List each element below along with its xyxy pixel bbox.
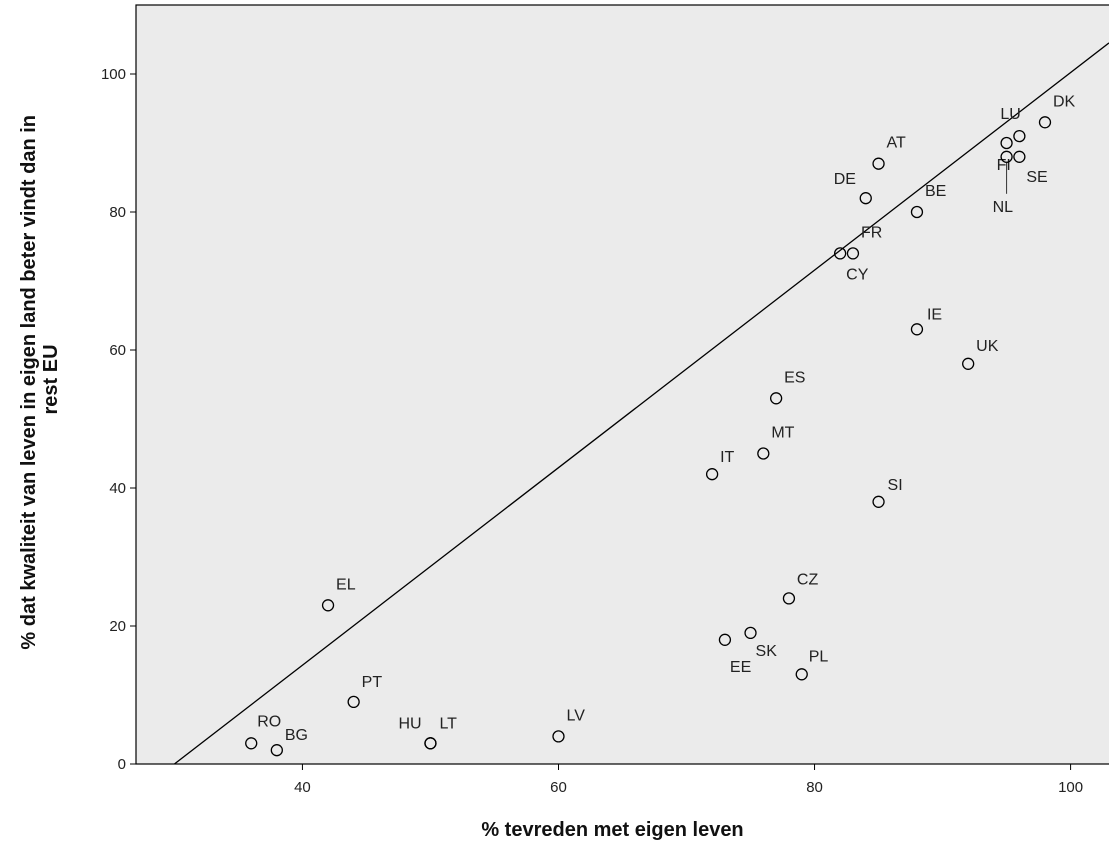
y-tick-label: 80 — [109, 204, 126, 221]
point-marker-pt — [347, 695, 360, 709]
point-label-ro: RO — [257, 713, 281, 730]
point-label-pt: PT — [362, 674, 383, 691]
x-tick-label: 80 — [806, 779, 823, 796]
x-tick-label: 100 — [1058, 779, 1083, 796]
point-marker-ie — [910, 323, 924, 336]
point-marker-dk — [1038, 116, 1052, 129]
plot-area — [136, 5, 1109, 764]
point-marker-mt — [757, 447, 770, 460]
point-marker-de — [859, 192, 872, 205]
point-label-bg: BG — [285, 727, 308, 744]
point-marker-es — [769, 392, 783, 405]
point-marker-ro — [245, 737, 258, 750]
point-marker-it — [705, 468, 719, 481]
point-label-fi: FI — [997, 157, 1011, 174]
point-label-ee: EE — [730, 659, 751, 676]
x-axis: 40 60 80 100 — [294, 764, 1083, 796]
point-marker-si — [872, 495, 885, 508]
point-marker-se — [1013, 150, 1026, 163]
data-points: DK LU FI SE NL AT DE BE FR CY IE UK ES MT IT SI CZ EL SK EE… — [245, 93, 1076, 757]
point-label-lv: LV — [566, 707, 585, 724]
point-label-el: EL — [336, 576, 356, 593]
point-label-lt: LT — [439, 715, 457, 732]
point-marker-ee — [718, 633, 732, 646]
x-axis-title: % tevreden met eigen leven — [481, 819, 743, 841]
y-tick-label: 0 — [118, 756, 126, 773]
point-label-mt: MT — [771, 425, 794, 442]
point-label-it: IT — [720, 449, 734, 466]
point-marker-sk — [744, 626, 757, 640]
point-label-sk: SK — [756, 643, 778, 660]
point-label-pl: PL — [809, 648, 829, 665]
point-marker-be — [910, 205, 924, 219]
y-tick-label: 60 — [109, 342, 126, 359]
x-tick-label: 40 — [294, 779, 311, 796]
point-marker-cz — [782, 592, 796, 605]
plot-frame — [135, 4, 1109, 765]
point-marker-at — [872, 157, 885, 170]
point-marker-lu — [1013, 129, 1026, 143]
point-label-lu: LU — [1000, 106, 1020, 123]
point-marker-fi — [1000, 136, 1013, 150]
point-marker-uk — [962, 357, 975, 370]
y-axis-title: % dat kwaliteit van leven in eigen land … — [18, 109, 62, 649]
y-tick-label: 100 — [101, 66, 126, 83]
fit-line — [174, 42, 1109, 765]
y-axis-title-line-2: rest EU — [40, 344, 62, 414]
point-label-hu: HU — [398, 715, 421, 732]
point-label-dk: DK — [1053, 93, 1076, 110]
y-tick-label: 40 — [109, 480, 126, 497]
point-label-ie: IE — [927, 306, 942, 323]
point-label-cz: CZ — [797, 571, 819, 588]
point-label-de: DE — [834, 171, 856, 188]
point-marker-cy — [833, 247, 847, 260]
y-axis-title-line-1: % dat kwaliteit van leven in eigen land … — [18, 115, 40, 650]
point-label-se: SE — [1026, 169, 1047, 186]
point-label-si: SI — [888, 477, 903, 494]
point-marker-el — [321, 599, 335, 612]
point-label-cy: CY — [846, 266, 869, 283]
point-label-fr: FR — [861, 224, 882, 241]
point-label-uk: UK — [976, 338, 999, 355]
point-marker-pl — [795, 668, 808, 681]
point-marker-fr — [846, 247, 860, 260]
point-label-be: BE — [925, 183, 946, 200]
point-marker-nl — [1000, 150, 1013, 163]
point-marker-lv — [552, 730, 565, 743]
point-marker-bg — [270, 744, 283, 757]
x-tick-label: 60 — [550, 779, 567, 796]
y-axis: 0 20 40 60 80 100 — [101, 66, 136, 773]
y-tick-label: 20 — [109, 618, 126, 635]
point-marker-lt — [424, 737, 437, 750]
point-label-at: AT — [887, 135, 906, 152]
point-label-nl: NL — [993, 199, 1014, 216]
point-label-es: ES — [784, 369, 805, 386]
